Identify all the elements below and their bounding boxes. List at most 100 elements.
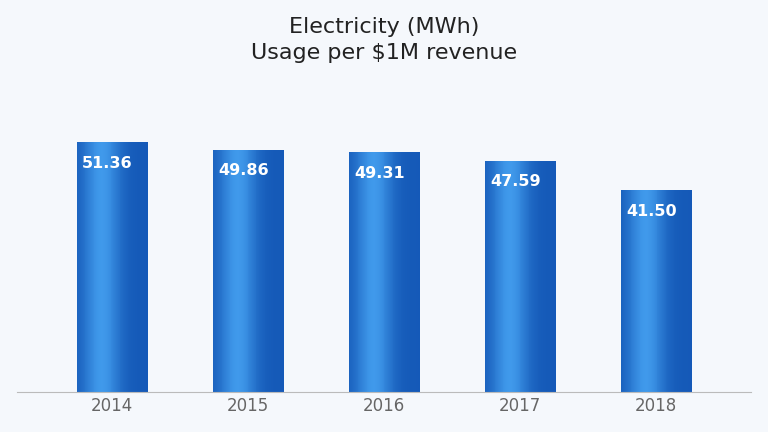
Bar [545, 161, 547, 393]
Bar [529, 161, 531, 393]
Bar [137, 142, 138, 393]
Bar [495, 161, 496, 393]
Bar [349, 152, 350, 393]
Bar [398, 152, 399, 393]
Bar [234, 149, 235, 393]
Bar [406, 152, 407, 393]
Bar [675, 190, 677, 393]
Bar [382, 152, 384, 393]
Bar [689, 190, 690, 393]
Bar [387, 152, 388, 393]
Bar [121, 142, 122, 393]
Bar [532, 161, 533, 393]
Bar [407, 152, 408, 393]
Bar [397, 152, 398, 393]
Bar [491, 161, 492, 393]
Bar [492, 161, 493, 393]
Bar [241, 149, 242, 393]
Bar [627, 190, 628, 393]
Bar [358, 152, 359, 393]
Bar [257, 149, 258, 393]
Bar [379, 152, 380, 393]
Bar [226, 149, 227, 393]
Bar [356, 152, 357, 393]
Bar [652, 190, 653, 393]
Bar [641, 190, 642, 393]
Bar [225, 149, 226, 393]
Bar [83, 142, 84, 393]
Bar [270, 149, 271, 393]
Bar [630, 190, 631, 393]
Bar [670, 190, 671, 393]
Bar [629, 190, 630, 393]
Bar [651, 190, 652, 393]
Bar [536, 161, 537, 393]
Bar [631, 190, 633, 393]
Bar [640, 190, 641, 393]
Bar [81, 142, 82, 393]
Bar [129, 142, 131, 393]
Bar [231, 149, 233, 393]
Bar [138, 142, 139, 393]
Bar [528, 161, 530, 393]
Bar [508, 161, 509, 393]
Bar [223, 149, 224, 393]
Bar [221, 149, 223, 393]
Bar [366, 152, 368, 393]
Bar [122, 142, 123, 393]
Bar [275, 149, 276, 393]
Bar [510, 161, 511, 393]
Bar [415, 152, 416, 393]
Bar [386, 152, 387, 393]
Bar [691, 190, 693, 393]
Bar [350, 152, 352, 393]
Bar [88, 142, 89, 393]
Bar [654, 190, 655, 393]
Bar [237, 149, 238, 393]
Bar [415, 152, 417, 393]
Bar [80, 142, 81, 393]
Bar [679, 190, 680, 393]
Bar [632, 190, 634, 393]
Bar [655, 190, 656, 393]
Bar [102, 142, 104, 393]
Bar [79, 142, 80, 393]
Bar [522, 161, 523, 393]
Bar [261, 149, 262, 393]
Bar [255, 149, 256, 393]
Bar [100, 142, 101, 393]
Bar [380, 152, 381, 393]
Bar [381, 152, 382, 393]
Bar [104, 142, 105, 393]
Bar [648, 190, 650, 393]
Text: 41.50: 41.50 [626, 204, 677, 219]
Bar [673, 190, 674, 393]
Bar [256, 149, 257, 393]
Bar [259, 149, 260, 393]
Bar [385, 152, 386, 393]
Bar [518, 161, 520, 393]
Bar [125, 142, 126, 393]
Text: 47.59: 47.59 [490, 174, 541, 189]
Bar [543, 161, 544, 393]
Bar [250, 149, 251, 393]
Bar [664, 190, 666, 393]
Bar [372, 152, 374, 393]
Bar [247, 149, 249, 393]
Bar [493, 161, 494, 393]
Bar [253, 149, 255, 393]
Bar [533, 161, 534, 393]
Bar [136, 142, 137, 393]
Bar [273, 149, 274, 393]
Bar [513, 161, 515, 393]
Bar [109, 142, 110, 393]
Bar [267, 149, 268, 393]
Bar [643, 190, 644, 393]
Bar [229, 149, 230, 393]
Bar [394, 152, 396, 393]
Bar [278, 149, 279, 393]
Bar [486, 161, 488, 393]
Bar [246, 149, 247, 393]
Bar [685, 190, 687, 393]
Bar [539, 161, 541, 393]
